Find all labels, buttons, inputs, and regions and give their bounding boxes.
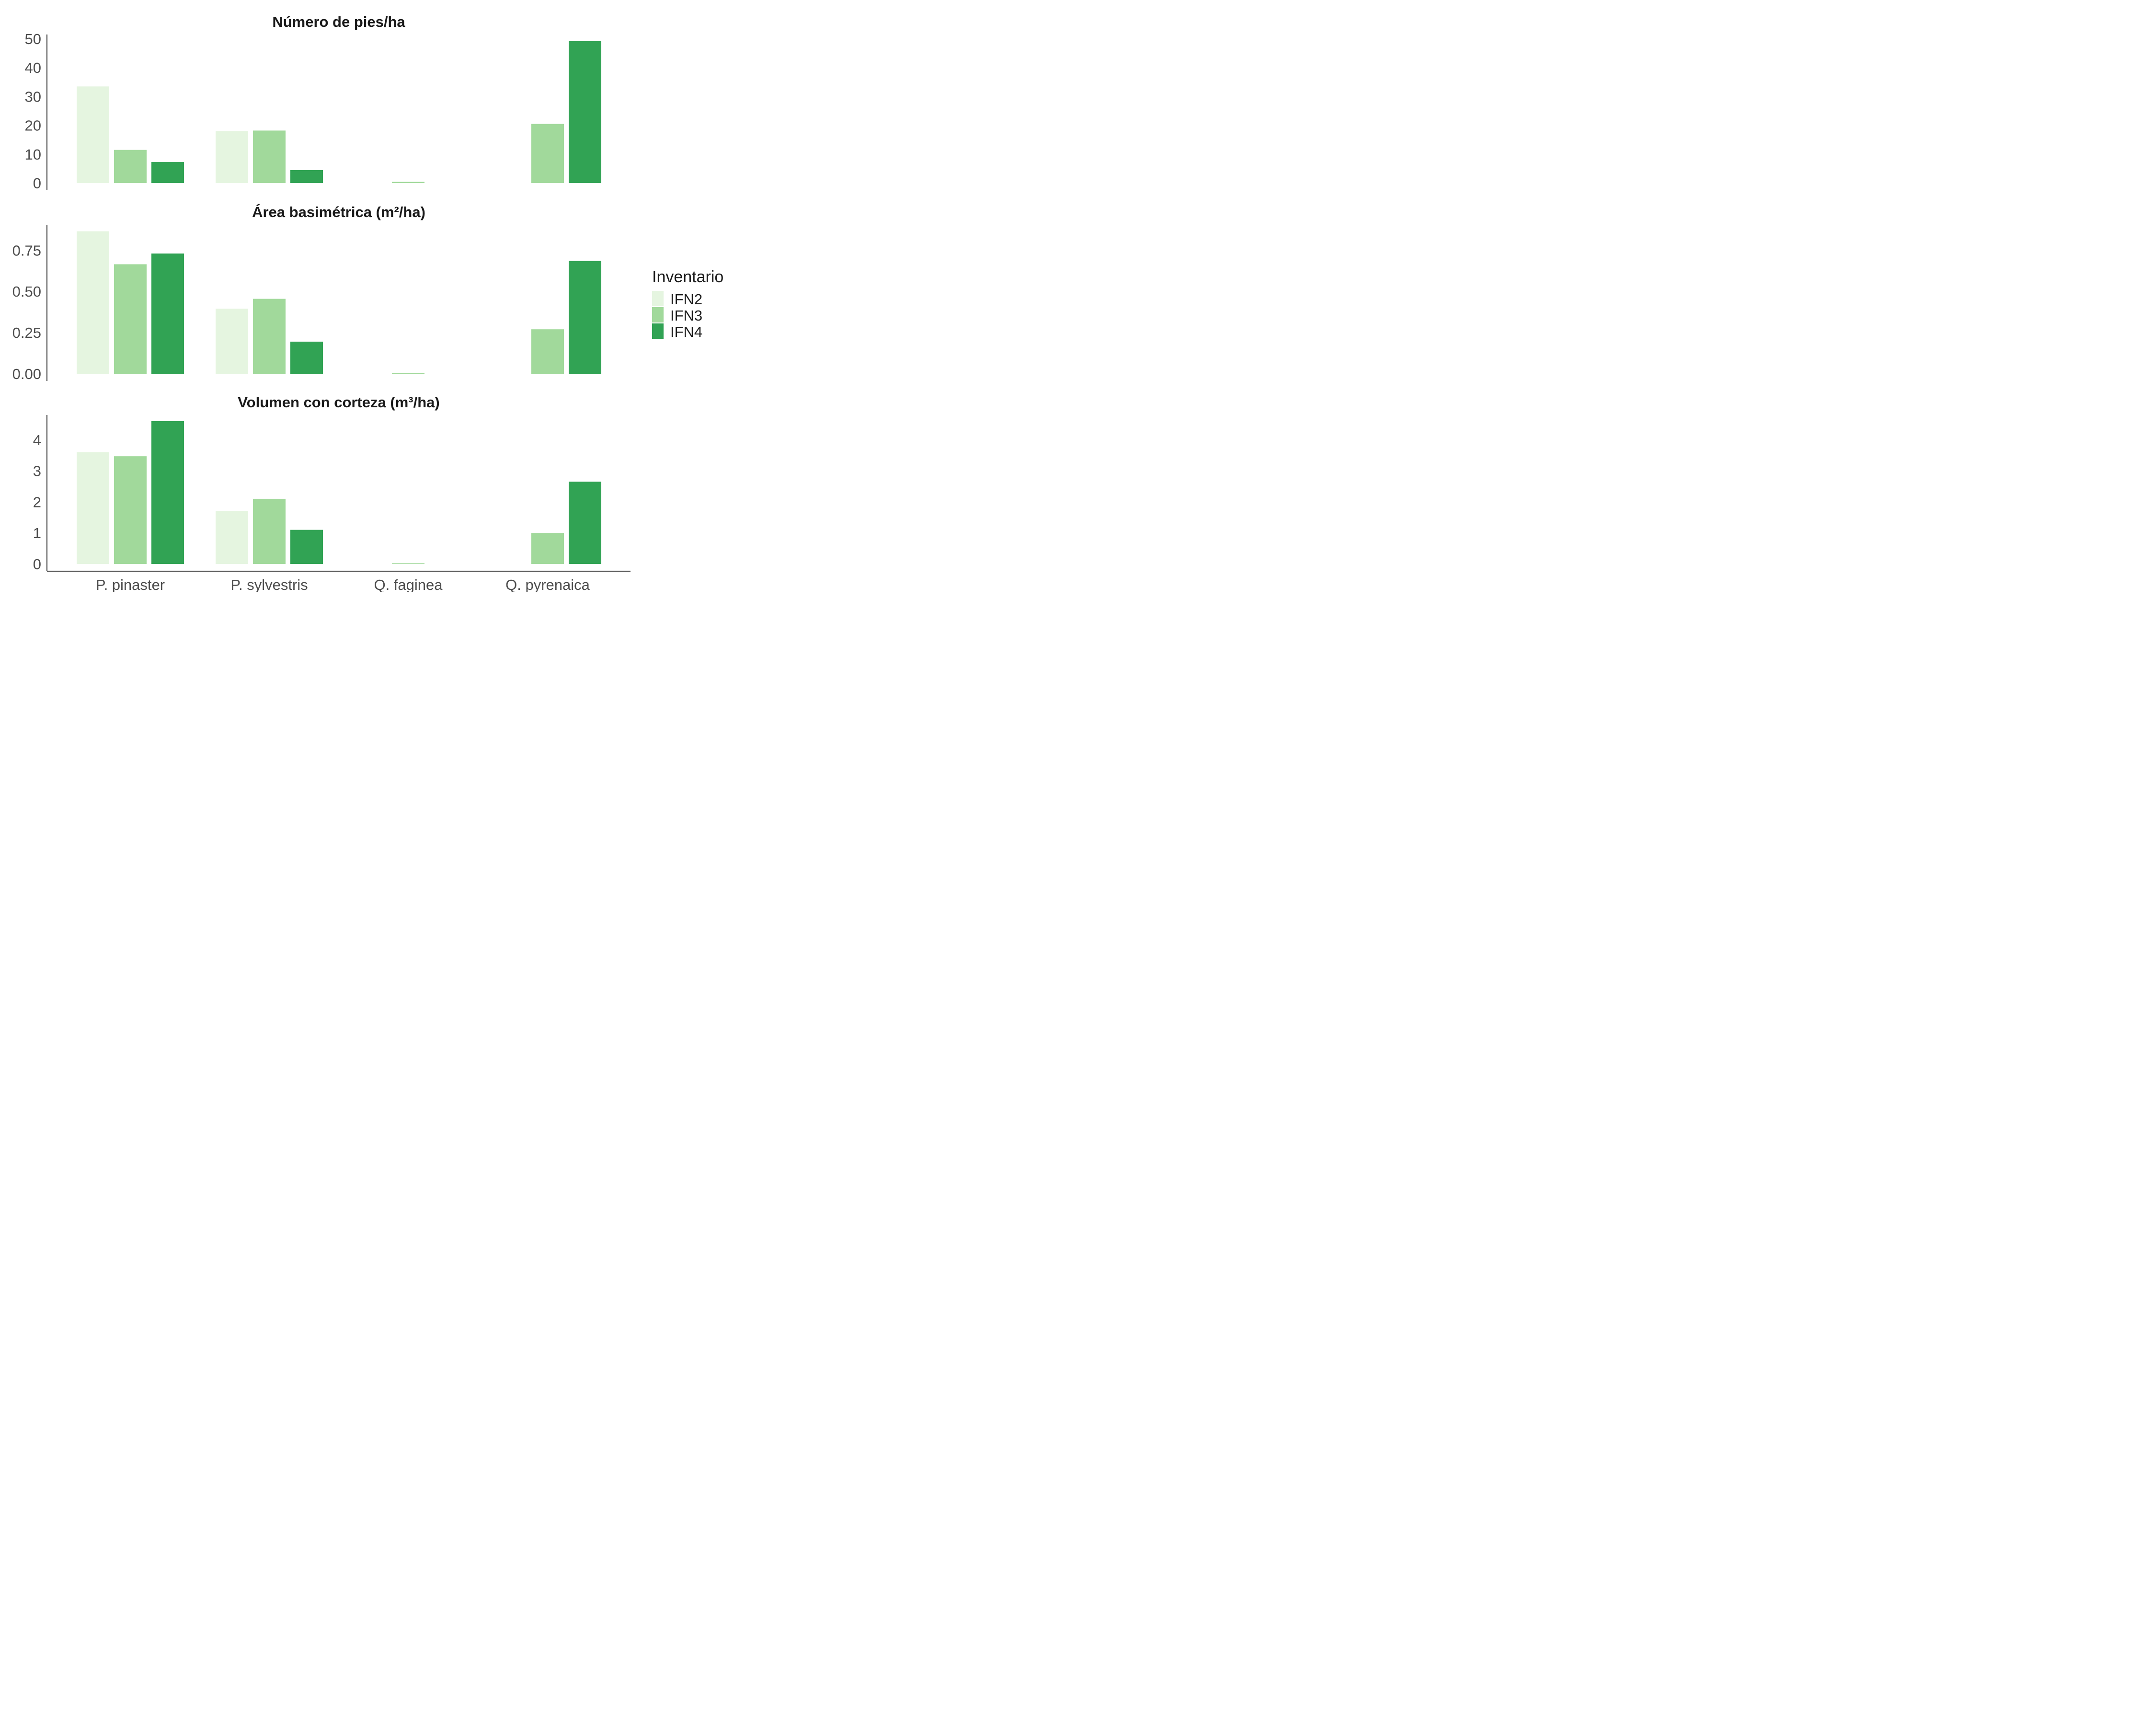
panel-title-2: Área basimétrica (m²/ha)	[252, 204, 425, 220]
x-category-label: Q. pyrenaica	[505, 576, 590, 592]
bar-ifn3-2-4	[531, 329, 564, 374]
bar-ifn2-1-1	[77, 86, 109, 183]
bar-ifn3-1-1	[114, 150, 147, 183]
y-tick-label: 4	[33, 432, 41, 448]
panel-title-3: Volumen con corteza (m³/ha)	[238, 394, 439, 411]
y-tick-label: 0.50	[12, 283, 41, 300]
bar-ifn3-3-1	[114, 456, 147, 564]
bar-ifn4-1-2	[290, 170, 323, 183]
bar-ifn4-1-1	[151, 162, 184, 183]
bar-ifn4-2-4	[569, 261, 601, 374]
bar-ifn3-1-3	[392, 182, 424, 183]
bar-ifn4-1-4	[569, 41, 601, 183]
bar-ifn3-3-4	[531, 533, 564, 564]
legend-label-ifn3: IFN3	[670, 307, 702, 324]
y-tick-label: 0.25	[12, 324, 41, 341]
y-tick-label: 20	[25, 117, 41, 134]
y-tick-label: 0.00	[12, 366, 41, 382]
bar-ifn3-2-1	[114, 264, 147, 374]
bar-ifn4-3-4	[569, 482, 601, 564]
bar-ifn3-1-4	[531, 124, 564, 183]
legend-label-ifn4: IFN4	[670, 323, 702, 340]
bar-ifn3-2-2	[253, 299, 286, 374]
y-tick-label: 0	[33, 556, 41, 573]
bar-ifn4-3-1	[151, 421, 184, 564]
y-tick-label: 10	[25, 146, 41, 163]
legend-swatch-ifn2	[652, 291, 664, 306]
y-tick-label: 2	[33, 494, 41, 510]
y-tick-label: 50	[25, 31, 41, 47]
x-category-label: Q. faginea	[374, 576, 443, 592]
y-tick-label: 0.75	[12, 242, 41, 259]
bar-ifn3-2-3	[392, 373, 424, 374]
bar-ifn3-1-2	[253, 130, 286, 183]
bar-ifn3-3-2	[253, 498, 286, 564]
bar-ifn4-3-2	[290, 529, 323, 564]
x-category-label: P. sylvestris	[230, 576, 308, 592]
y-tick-label: 30	[25, 88, 41, 105]
bar-ifn2-3-2	[216, 511, 248, 564]
bar-ifn2-1-2	[216, 131, 248, 183]
chart-figure: Número de pies/ha 0 10 20 30 40 50 Área basimét…	[0, 0, 741, 593]
y-tick-label: 40	[25, 59, 41, 76]
x-category-label: P. pinaster	[96, 576, 165, 592]
legend-swatch-ifn4	[652, 323, 664, 339]
bar-ifn4-2-1	[151, 253, 184, 374]
y-tick-label: 0	[33, 175, 41, 192]
bar-ifn2-3-1	[77, 452, 109, 564]
bar-ifn2-2-1	[77, 231, 109, 374]
legend-label-ifn2: IFN2	[670, 291, 702, 308]
y-tick-label: 3	[33, 463, 41, 480]
bar-ifn2-2-2	[216, 309, 248, 374]
bar-ifn4-2-2	[290, 341, 323, 374]
legend-title: Inventario	[652, 268, 723, 286]
legend-swatch-ifn3	[652, 307, 664, 322]
panel-title-1: Número de pies/ha	[272, 13, 405, 30]
y-tick-label: 1	[33, 525, 41, 541]
